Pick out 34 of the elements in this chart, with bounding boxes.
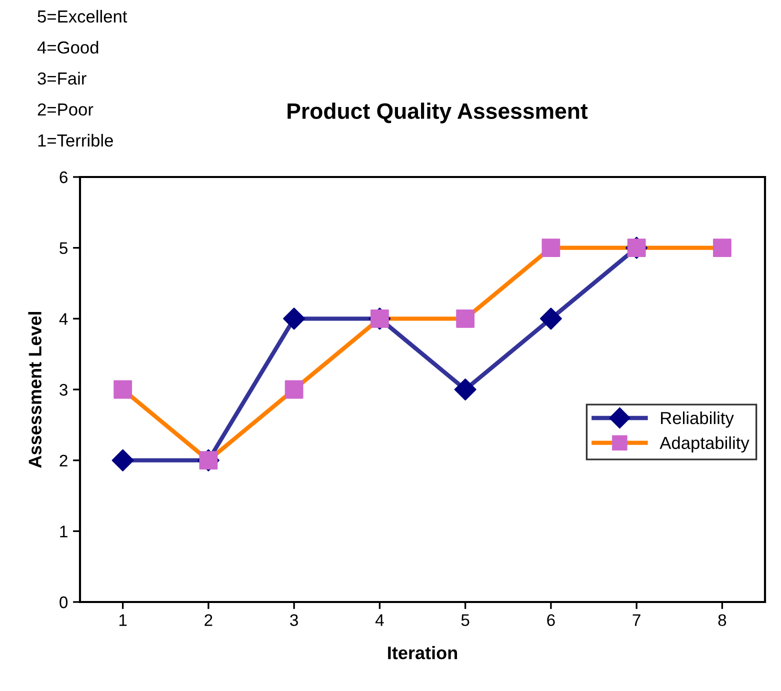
x-axis-title: Iteration — [388, 646, 457, 660]
point — [283, 308, 306, 330]
x-tick-label: 7 — [632, 614, 640, 626]
point — [712, 238, 732, 258]
y-tick-label: 4 — [59, 313, 68, 325]
x-tick-label: 6 — [547, 614, 555, 626]
x-tick-label: 2 — [204, 614, 212, 626]
y-tick-label: 5 — [60, 242, 68, 254]
text: 5=Excellent — [38, 10, 128, 23]
point — [540, 308, 562, 330]
y-tick-label: 6 — [60, 171, 68, 184]
legend-label: Adaptability — [660, 436, 750, 453]
y-tick-label: 2 — [60, 454, 68, 466]
x-tick-label: 3 — [290, 614, 298, 626]
text: 3=Fair — [38, 72, 86, 85]
x-tick-label: 5 — [461, 614, 470, 626]
y-axis-title: Assessment Level — [28, 312, 42, 468]
legend-label: Reliability — [661, 411, 734, 428]
text: 2=Poor — [38, 103, 94, 116]
chart-title: Product Quality Assessment — [288, 102, 588, 124]
point — [112, 449, 134, 472]
y-tick-label: 1 — [60, 526, 68, 538]
point — [114, 380, 132, 399]
text: 1=Terrible — [38, 134, 113, 147]
x-tick-label: 1 — [119, 614, 127, 626]
text: 4=Good — [37, 40, 98, 54]
point — [542, 238, 560, 258]
y-tick-label: 0 — [60, 596, 68, 608]
point — [456, 309, 475, 328]
x-tick-label: 8 — [718, 614, 726, 626]
y-tick-label: 3 — [60, 384, 68, 396]
point — [454, 378, 476, 400]
x-tick-label: 4 — [375, 614, 384, 626]
point — [284, 380, 304, 399]
